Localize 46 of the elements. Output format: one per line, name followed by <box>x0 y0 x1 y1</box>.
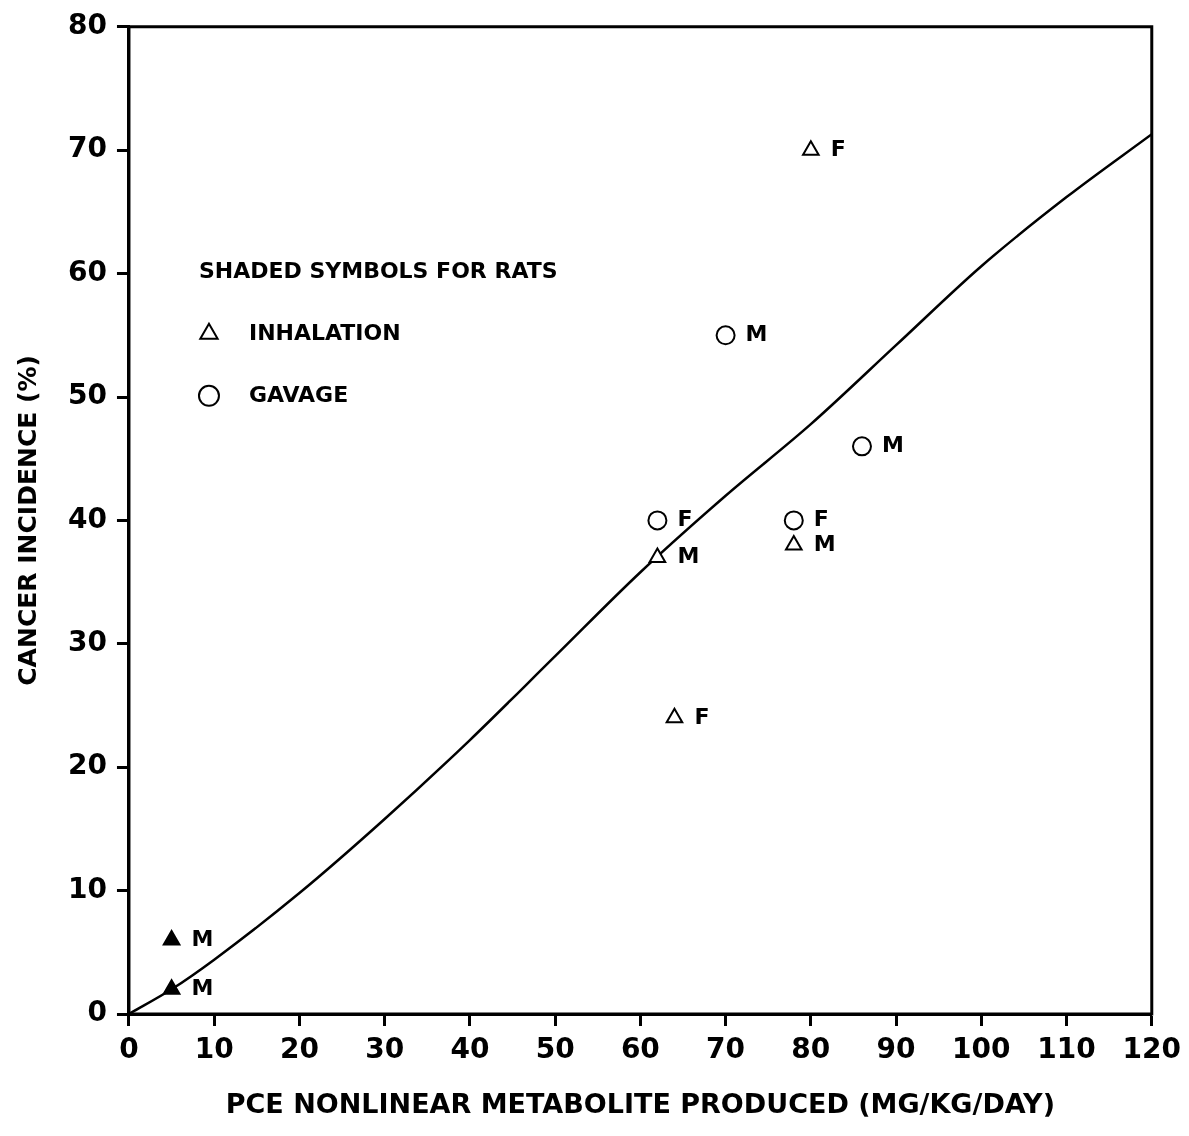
annotation: M <box>677 543 700 569</box>
annotation: M <box>881 432 904 458</box>
point <box>162 979 181 995</box>
annotation: F <box>677 506 693 532</box>
annotation: M <box>745 321 768 347</box>
legend-title: SHADED SYMBOLS FOR RATS <box>198 257 558 283</box>
x-tick-label: 60 <box>620 1032 660 1066</box>
y-axis-title: CANCER INCIDENCE (%) <box>12 355 42 686</box>
point <box>785 535 803 551</box>
x-tick-label: 120 <box>1122 1032 1181 1066</box>
x-tick-label: 40 <box>450 1032 490 1066</box>
point <box>851 436 872 457</box>
x-tick-label: 20 <box>279 1032 319 1066</box>
y-tick-label: 60 <box>68 254 107 288</box>
y-tick-label: 40 <box>68 501 107 535</box>
y-tick-label: 80 <box>68 8 107 42</box>
x-tick-label: 70 <box>706 1032 746 1066</box>
legend-label: INHALATION <box>248 319 401 345</box>
annotation: F <box>694 703 710 729</box>
x-tick-label: 10 <box>194 1032 234 1066</box>
y-tick-label: 0 <box>87 995 107 1029</box>
x-tick-label: 80 <box>791 1032 831 1066</box>
annotation: F <box>830 135 846 161</box>
x-tick-label: 100 <box>952 1032 1011 1066</box>
annotation: F <box>813 506 829 532</box>
point <box>648 547 667 563</box>
point <box>715 325 736 346</box>
annotation: M <box>191 925 214 951</box>
point <box>162 929 181 946</box>
x-tick-label: 0 <box>119 1032 139 1066</box>
y-tick-label: 70 <box>68 131 107 165</box>
point <box>665 707 684 724</box>
y-tick-label: 30 <box>68 625 107 659</box>
x-tick-label: 50 <box>535 1032 575 1066</box>
legend-label: GAVAGE <box>248 381 349 407</box>
y-tick-label: 50 <box>68 378 107 412</box>
point <box>647 510 668 531</box>
x-tick-label: 30 <box>365 1032 405 1066</box>
point <box>783 510 804 531</box>
x-tick-label: 110 <box>1037 1032 1096 1066</box>
annotation: M <box>813 530 836 556</box>
x-tick-label: 90 <box>876 1032 916 1066</box>
y-tick-label: 10 <box>68 871 107 905</box>
y-tick-label: 20 <box>68 748 107 782</box>
annotation: M <box>191 975 214 1001</box>
x-axis-title: PCE NONLINEAR METABOLITE PRODUCED (MG/KG/DAY) <box>225 1087 1056 1119</box>
